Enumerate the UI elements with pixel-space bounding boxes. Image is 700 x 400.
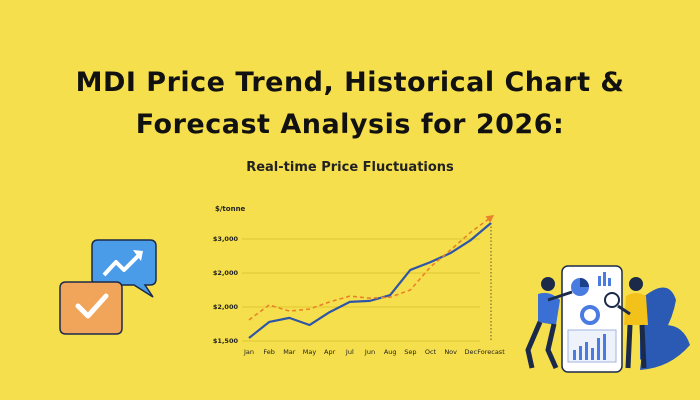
x-tick-label: Nov [444,348,457,356]
x-tick-label: Jul [345,348,354,356]
series-line [248,222,492,339]
x-tick-label: Mar [283,348,296,356]
x-tick-label: Oct [425,348,437,356]
title: MDI Price Trend, Historical Chart & Fore… [75,67,625,140]
y-tick-label: $2,000 [213,303,239,311]
x-tick-label: Dec [465,348,478,356]
people-illustration [525,265,690,373]
x-tick-label: Feb [263,348,275,356]
x-tick-label: Apr [324,348,336,356]
subtitle: Real-time Price Fluctuations [246,160,454,175]
x-tick-label: Aug [384,348,397,356]
series-line [248,214,495,321]
y-tick-label: $2,000 [213,269,239,277]
x-tick-label: Jan [243,348,254,356]
chat-icons [59,239,157,335]
y-axis-label: $/tonne [215,205,246,213]
y-tick-label: $1,500 [213,337,239,345]
x-tick-label: Sep [404,348,416,356]
y-tick-label: $3,000 [213,235,239,243]
x-tick-label: Forecast [477,348,505,356]
x-tick-label: May [303,348,317,356]
x-tick-label: Jun [364,348,375,356]
